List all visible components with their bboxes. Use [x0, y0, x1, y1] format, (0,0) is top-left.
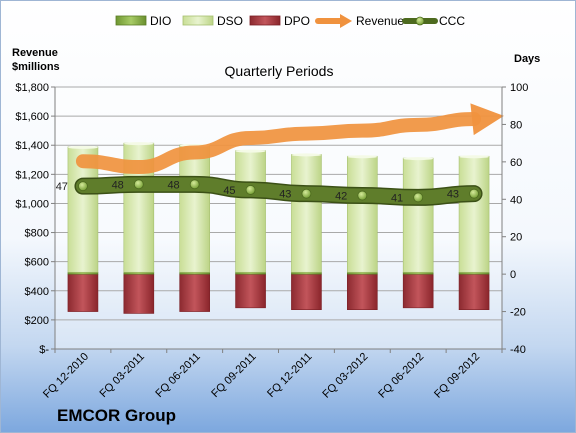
left-tick-label: $200: [25, 315, 49, 327]
left-axis-title-line-2: $millions: [12, 61, 60, 73]
left-tick-label: $400: [25, 286, 49, 298]
bar-dpo: [179, 273, 210, 312]
bar-dpo: [458, 273, 490, 310]
bar-dso: [347, 155, 378, 273]
left-tick-label: $1,600: [15, 111, 49, 123]
bar-dso: [402, 157, 434, 273]
legend-label: CCC: [439, 14, 465, 28]
revenue-arrowhead: [470, 103, 504, 136]
legend-item-dpo: DPO: [249, 14, 310, 28]
ccc-point: [301, 188, 312, 199]
left-tick-label: $800: [25, 228, 49, 240]
lines: [74, 103, 504, 206]
right-tick-label: -40: [510, 344, 526, 356]
legend-label: DPO: [284, 14, 310, 28]
bar-dso: [235, 150, 266, 273]
left-tick-label: $1,800: [15, 82, 49, 94]
legend-label: DSO: [217, 14, 243, 28]
ccc-line: [75, 177, 482, 205]
legend-label: Revenue: [356, 14, 404, 28]
bar-dpo: [347, 273, 378, 310]
left-tick-label: $-: [39, 344, 49, 356]
ccc-point: [245, 185, 256, 195]
bar-dso-cap: [403, 157, 434, 161]
bar-dso: [291, 154, 322, 273]
left-axis-title-line-1: Revenue: [12, 47, 58, 59]
bar-dso-cap: [347, 155, 378, 159]
right-tick-label: 20: [510, 232, 522, 244]
ccc-data-label: 45: [223, 185, 235, 197]
right-tick-label: 0: [510, 269, 516, 281]
ccc-point: [413, 192, 424, 203]
legend-label: DIO: [150, 14, 171, 28]
right-tick-label: 60: [510, 157, 522, 169]
bar-dso-cap: [459, 155, 490, 159]
left-tick-label: $600: [25, 257, 49, 269]
bar-dso-cap: [123, 142, 154, 146]
company-name: EMCOR Group: [57, 406, 176, 425]
data-labels: 47 48 48 45 43 42 41 43: [56, 179, 459, 204]
bar-dso-cap: [67, 145, 98, 149]
bar-dso-cap: [291, 153, 322, 157]
ccc-data-label: 43: [447, 189, 459, 201]
legend-item-ccc: CCC: [402, 14, 465, 28]
bar-dpo: [67, 273, 99, 312]
right-tick-label: -20: [510, 307, 526, 319]
legend-swatch: [182, 15, 214, 26]
right-tick-label: 100: [510, 82, 528, 94]
ccc-data-label: 48: [167, 179, 179, 191]
ccc-data-label: 48: [112, 179, 124, 191]
bar-dso: [179, 144, 210, 273]
legend: DIO DSO DPO Revenue CCC: [115, 14, 465, 28]
legend-swatch: [249, 15, 281, 26]
bar-dpo: [291, 273, 322, 310]
ccc-data-label: 42: [335, 191, 347, 203]
ccc-data-label: 47: [56, 181, 68, 193]
right-axis-title: Days: [514, 53, 540, 65]
chart-title: Quarterly Periods: [225, 63, 334, 79]
legend-item-dso: DSO: [182, 14, 243, 28]
ccc-point: [133, 179, 144, 190]
ccc-point: [469, 188, 479, 199]
bar-dpo: [402, 273, 434, 309]
bar-dpo: [235, 273, 266, 309]
left-tick-label: $1,000: [15, 198, 49, 210]
ccc-data-label: 41: [391, 192, 403, 204]
legend-swatch: [115, 15, 147, 26]
ccc-point: [189, 179, 200, 190]
legend-item-revenue: Revenue: [315, 14, 404, 28]
left-tick-label: $1,200: [15, 169, 49, 181]
ccc-data-label: 43: [279, 189, 291, 201]
legend-swatch-arrowhead: [340, 14, 352, 28]
legend-swatch-dot: [415, 16, 425, 26]
revenue-line: [75, 112, 482, 175]
bar-dso-cap: [235, 149, 266, 153]
legend-item-dio: DIO: [115, 14, 171, 28]
ccc-point: [357, 190, 368, 201]
left-tick-label: $1,400: [15, 140, 49, 152]
bar-dso: [458, 155, 490, 273]
right-tick-label: 80: [510, 119, 522, 131]
ccc-point: [78, 181, 88, 192]
bar-dpo: [123, 273, 155, 314]
right-tick-label: 40: [510, 194, 522, 206]
